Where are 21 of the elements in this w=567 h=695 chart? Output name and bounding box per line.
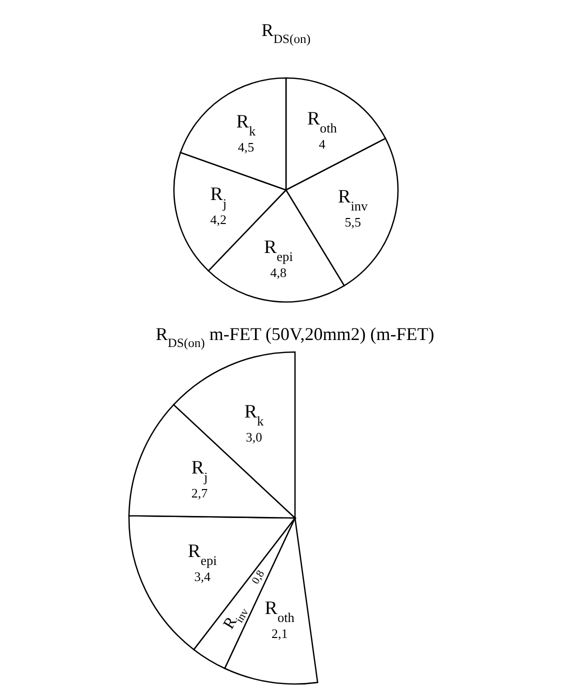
data-label: 4,5 <box>238 139 254 154</box>
chart-title: R$_{DS(on)}$ <box>261 20 311 46</box>
slice-label: R$_{epi}$ <box>188 540 218 568</box>
slice-label: R$_{oth}$ <box>307 108 338 136</box>
data-label: 0,8 <box>250 568 268 586</box>
slice-label: R$_{k}$ <box>244 402 264 428</box>
slice-label: R$_{epi}$ <box>264 237 294 264</box>
data-label: 5,5 <box>344 214 361 230</box>
data-label: 2,7 <box>191 486 208 501</box>
data-label: 3,0 <box>246 430 262 445</box>
data-label: 3,4 <box>194 568 211 584</box>
slice-label: R$_{j}$ <box>191 458 208 484</box>
data-label: 4 <box>318 136 326 152</box>
data-label: 2,1 <box>271 626 288 641</box>
slice-label: R$_{inv}$ <box>338 186 368 214</box>
slice-label: R$_{k}$ <box>236 111 256 138</box>
slice-label: R$_{j}$ <box>210 184 227 210</box>
slice-label: R$_{oth}$ <box>264 598 295 624</box>
data-label: 4,2 <box>210 212 227 227</box>
data-label: 4,8 <box>270 265 287 280</box>
chart-title: R$_{DS(on)}$ m-FET (50V,20mm2) (m-FET) <box>156 324 434 350</box>
